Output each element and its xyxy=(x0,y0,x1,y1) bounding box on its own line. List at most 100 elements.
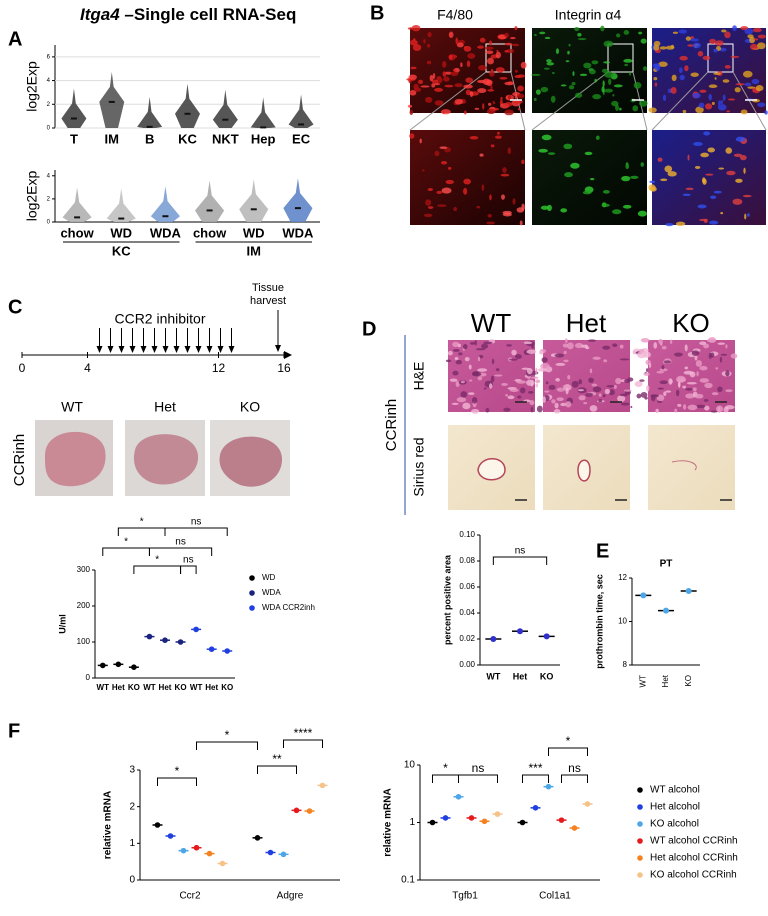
speckle xyxy=(689,371,696,378)
speckle xyxy=(489,194,492,201)
speckle xyxy=(463,178,471,185)
speckle xyxy=(630,405,633,409)
genotype-label: KO xyxy=(240,399,260,415)
speckle xyxy=(653,44,660,51)
timeline-label: CCR2 inhibitor xyxy=(114,311,205,327)
speckle xyxy=(425,96,433,103)
speckle xyxy=(565,388,569,395)
speckle xyxy=(615,377,622,385)
liver-photos xyxy=(35,420,290,496)
group-label: IM xyxy=(247,243,261,258)
speckle xyxy=(663,360,671,364)
speckle xyxy=(563,359,569,363)
speckle xyxy=(450,71,459,77)
speckle xyxy=(556,397,564,402)
dose-arrow-head xyxy=(217,346,224,353)
legend-marker xyxy=(637,872,643,878)
speckle xyxy=(427,43,431,48)
speckle xyxy=(667,171,677,177)
speckle xyxy=(699,89,707,93)
speckle xyxy=(752,27,762,33)
speckle xyxy=(717,104,727,111)
dose-arrow-head xyxy=(118,346,125,353)
dot xyxy=(519,819,526,826)
speckle xyxy=(506,48,515,54)
speckle xyxy=(696,371,699,377)
speckle xyxy=(530,406,534,413)
speckle xyxy=(710,195,717,199)
speckle xyxy=(585,344,588,350)
y-tick-label: 0.06 xyxy=(459,582,475,591)
speckle xyxy=(734,87,741,93)
speckle xyxy=(663,391,667,396)
y-tick-label: 2 xyxy=(129,801,135,812)
speckle xyxy=(535,383,539,388)
speckle xyxy=(460,380,465,384)
dose-arrow-head xyxy=(206,346,213,353)
y-tick-label: 0 xyxy=(47,126,51,132)
y-tick-label: 2 xyxy=(47,102,51,108)
speckle xyxy=(567,374,571,380)
speckle xyxy=(467,53,476,59)
speckle xyxy=(711,392,719,396)
dot xyxy=(293,807,300,814)
speckle xyxy=(684,344,688,352)
speckle xyxy=(659,46,667,50)
speckle xyxy=(407,104,413,108)
speckle xyxy=(750,43,759,50)
speckle xyxy=(544,36,551,40)
dot xyxy=(162,637,168,643)
speckle xyxy=(648,107,657,113)
dot xyxy=(571,825,578,831)
dot xyxy=(584,801,591,807)
x-tick-label: Tgfb1 xyxy=(452,891,478,902)
speckle xyxy=(413,87,422,92)
speckle xyxy=(713,72,721,75)
y-tick-label: 0.02 xyxy=(459,634,475,643)
speckle xyxy=(507,147,511,155)
speckle xyxy=(637,351,647,359)
title-rest: –Single cell RNA-Seq xyxy=(120,5,297,24)
speckle xyxy=(703,131,711,136)
violin xyxy=(175,83,200,128)
speckle xyxy=(577,389,585,392)
speckle xyxy=(624,378,631,384)
speckle xyxy=(676,389,680,397)
speckle xyxy=(444,71,452,75)
speckle xyxy=(615,104,619,112)
speckle xyxy=(554,402,559,409)
speckle xyxy=(678,29,688,34)
speckle xyxy=(517,85,525,92)
speckle xyxy=(735,178,743,183)
dot xyxy=(455,793,462,800)
x-tick-label: KO xyxy=(684,675,693,687)
speckle xyxy=(659,380,668,385)
dot xyxy=(219,860,226,867)
speckle xyxy=(534,33,537,37)
x-tick-label: KO xyxy=(540,671,554,681)
speckle xyxy=(533,97,537,102)
row-label: Sirius red xyxy=(411,437,427,496)
speckle xyxy=(714,40,724,46)
y-axis-label: percent positive area xyxy=(442,554,452,645)
speckle xyxy=(650,186,657,192)
speckle xyxy=(613,384,617,389)
legend-marker xyxy=(637,821,643,827)
x-tick-label: WT xyxy=(143,683,156,692)
speckle xyxy=(583,402,588,405)
significance-label: * xyxy=(225,728,230,742)
significance-label: * xyxy=(140,517,144,528)
legend-label: Het alcohol xyxy=(650,802,700,813)
speckle xyxy=(592,93,602,100)
significance-bracket xyxy=(148,547,213,556)
dot xyxy=(224,648,231,654)
speckle xyxy=(577,32,582,37)
speckle xyxy=(620,402,630,406)
speckle xyxy=(649,180,656,184)
speckle xyxy=(659,368,668,372)
speckle xyxy=(479,153,484,157)
speckle xyxy=(692,387,697,392)
timeline-tick-label: 16 xyxy=(277,361,291,375)
speckle xyxy=(550,95,556,103)
